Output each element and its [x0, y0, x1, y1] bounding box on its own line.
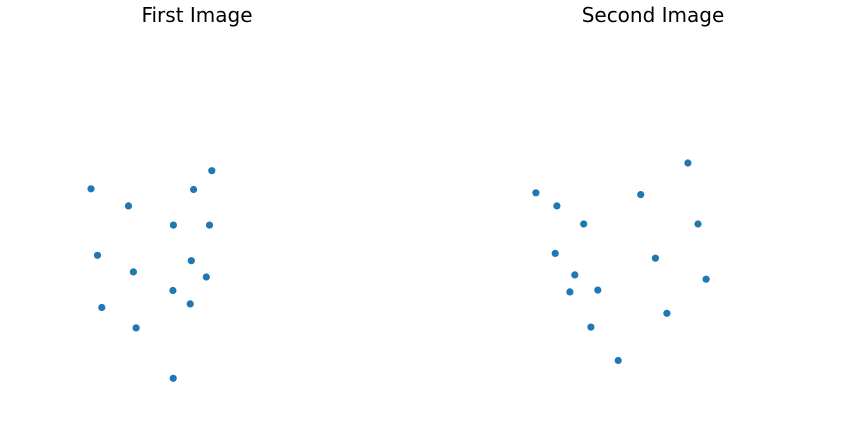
first-image-point-10: [190, 185, 198, 194]
first-image-point-1: [87, 185, 95, 193]
second-image-title: Second Image: [582, 3, 725, 27]
first-image-point-4: [129, 268, 137, 276]
first-image-point-15: [202, 273, 210, 281]
second-image-point-9: [614, 356, 622, 365]
first-image-point-13: [208, 167, 216, 175]
second-image-point-8: [587, 323, 595, 331]
first-image-point-9: [169, 374, 177, 382]
second-image-point-7: [594, 286, 602, 294]
first-image-point-11: [187, 257, 195, 265]
first-image-points: [87, 167, 216, 382]
second-image-point-6: [566, 288, 574, 296]
first-image-point-14: [205, 221, 214, 229]
second-image-point-12: [663, 309, 671, 317]
second-image-points: [532, 159, 710, 365]
first-image-panel: First Image: [87, 3, 253, 382]
second-image-point-13: [684, 159, 692, 167]
first-image-point-7: [169, 221, 177, 229]
first-image-point-5: [98, 303, 106, 312]
second-image-point-15: [702, 275, 710, 283]
first-image-point-6: [132, 324, 140, 332]
second-image-point-3: [580, 220, 588, 228]
first-image-title: First Image: [141, 3, 252, 27]
first-image-point-8: [169, 286, 177, 295]
second-image-panel: Second Image: [532, 3, 725, 365]
second-image-point-4: [551, 249, 559, 257]
first-image-point-3: [93, 251, 102, 259]
second-image-point-14: [694, 220, 702, 228]
second-image-point-10: [637, 191, 645, 199]
second-image-point-1: [532, 189, 540, 197]
second-image-point-11: [651, 254, 660, 262]
first-image-point-12: [186, 300, 194, 308]
second-image-point-5: [571, 271, 579, 279]
first-image-point-2: [124, 202, 133, 210]
second-image-point-2: [553, 202, 561, 210]
